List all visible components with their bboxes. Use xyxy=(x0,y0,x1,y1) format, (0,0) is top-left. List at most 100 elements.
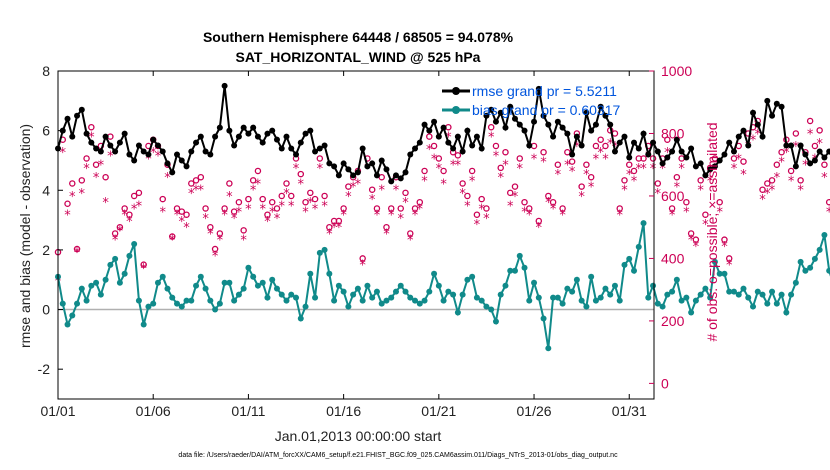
y2-tick-label: 200 xyxy=(661,313,685,329)
obs-assimilated-marker: * xyxy=(136,199,143,214)
bias-marker xyxy=(264,294,271,301)
obs-assimilated-marker: * xyxy=(60,146,67,161)
bias-marker xyxy=(88,282,95,289)
bias-marker xyxy=(588,273,595,280)
y-axis-label: rmse and bias (model - observation) xyxy=(17,124,33,348)
bias-marker xyxy=(545,345,552,352)
obs-possible-marker xyxy=(568,158,576,165)
obs-assimilated-marker: * xyxy=(816,137,823,152)
obs-assimilated-marker: * xyxy=(355,177,362,192)
rmse-marker xyxy=(178,157,185,164)
obs-possible-marker xyxy=(487,123,495,131)
bias-marker xyxy=(735,291,742,298)
bias-marker xyxy=(216,300,223,307)
rmse-marker xyxy=(635,145,642,152)
rmse-marker xyxy=(116,139,123,146)
obs-assimilated-marker: * xyxy=(421,174,428,189)
obs-possible-marker xyxy=(492,142,500,150)
obs-possible-marker xyxy=(111,230,119,237)
obs-possible-marker xyxy=(797,177,804,184)
bias-marker xyxy=(488,306,495,313)
obs-possible-marker xyxy=(126,211,133,218)
x-axis: 01/01 01/06 01/11 01/16 01/21 01/26 01/31 xyxy=(40,71,647,419)
bias-marker xyxy=(578,297,585,304)
bias-marker xyxy=(416,300,423,307)
bias-marker xyxy=(631,267,638,274)
bias-marker xyxy=(402,288,409,295)
rmse-marker xyxy=(497,109,504,116)
rmse-marker xyxy=(740,127,747,134)
rmse-marker xyxy=(607,121,614,128)
obs-assimilated-marker: * xyxy=(607,137,614,152)
obs-possible-marker xyxy=(497,164,504,172)
obs-possible-marker xyxy=(687,230,695,237)
rmse-marker xyxy=(335,172,342,179)
rmse-marker xyxy=(273,136,280,143)
rmse-marker xyxy=(231,142,238,149)
rmse-marker xyxy=(764,97,771,104)
obs-assimilated-marker: * xyxy=(659,162,666,177)
rmse-marker xyxy=(707,166,714,173)
obs-assimilated-marker: * xyxy=(793,140,800,155)
rmse-marker xyxy=(697,160,704,167)
bias-marker xyxy=(507,267,514,274)
rmse-marker xyxy=(402,169,409,176)
bias-marker xyxy=(331,297,338,304)
obs-assimilated-marker: * xyxy=(212,249,219,264)
obs-possible-marker xyxy=(92,161,100,168)
obs-assimilated-marker: * xyxy=(497,171,504,186)
rmse-marker xyxy=(364,163,371,170)
bias-marker xyxy=(388,294,395,301)
rmse-marker xyxy=(773,100,780,107)
obs-possible-marker xyxy=(368,186,376,193)
obs-possible-marker xyxy=(207,223,214,231)
rmse-marker xyxy=(640,130,647,137)
obs-possible-marker xyxy=(564,148,571,156)
obs-assimilated-marker: * xyxy=(750,134,757,149)
x-tick-label: 01/31 xyxy=(612,403,647,419)
bias-marker xyxy=(821,232,828,238)
obs-assimilated-marker: * xyxy=(112,234,119,249)
bias-marker xyxy=(154,279,161,286)
rmse-marker xyxy=(492,118,499,125)
obs-assimilated-marker: * xyxy=(179,215,186,230)
bias-marker xyxy=(473,294,480,301)
rmse-marker xyxy=(421,121,428,128)
obs-assimilated-marker: * xyxy=(650,162,657,177)
obs-assimilated-marker: * xyxy=(331,221,338,236)
obs-possible-marker xyxy=(183,211,190,218)
rmse-marker xyxy=(507,103,514,110)
bias-marker xyxy=(626,255,633,262)
obs-possible-marker xyxy=(130,192,138,200)
rmse-marker xyxy=(626,154,633,161)
obs-assimilated-marker: * xyxy=(569,165,576,180)
rmse-marker xyxy=(259,139,266,146)
bias-marker xyxy=(769,288,776,295)
bias-marker xyxy=(426,288,433,295)
obs-possible-marker xyxy=(278,192,285,200)
y-axis-left: -2 0 2 4 6 8 xyxy=(38,63,63,377)
obs-possible-marker xyxy=(654,180,662,187)
obs-possible-marker xyxy=(235,198,243,206)
obs-possible-marker xyxy=(483,205,490,212)
obs-possible-marker xyxy=(578,183,585,190)
obs-possible-series xyxy=(54,117,830,268)
rmse-marker xyxy=(821,154,828,161)
rmse-marker xyxy=(754,121,761,128)
rmse-marker xyxy=(340,160,347,167)
rmse-marker xyxy=(312,148,319,155)
rmse-marker xyxy=(412,145,419,152)
rmse-marker xyxy=(631,139,638,146)
obs-possible-marker xyxy=(259,195,266,203)
bias-marker xyxy=(602,285,609,292)
bias-marker xyxy=(740,285,747,292)
bias-marker xyxy=(492,318,499,325)
obs-possible-marker xyxy=(778,148,785,156)
rmse-marker xyxy=(550,133,557,140)
rmse-marker xyxy=(159,148,166,155)
rmse-marker xyxy=(535,85,542,92)
obs-possible-marker xyxy=(264,211,271,218)
bias-marker xyxy=(535,294,542,301)
bias-marker xyxy=(259,279,266,286)
obs-possible-marker xyxy=(630,167,638,175)
